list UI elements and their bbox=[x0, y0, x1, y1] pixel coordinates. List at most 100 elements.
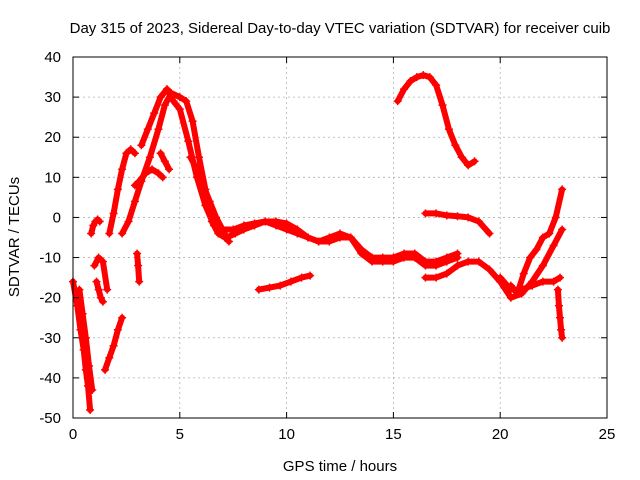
data-point bbox=[451, 141, 460, 150]
data-point bbox=[549, 241, 558, 250]
data-point bbox=[135, 177, 144, 186]
data-point bbox=[528, 281, 537, 290]
data-point bbox=[103, 285, 112, 294]
data-point bbox=[105, 229, 114, 238]
x-tick-label: 20 bbox=[492, 426, 509, 443]
data-point bbox=[98, 297, 107, 306]
data-point bbox=[94, 253, 103, 262]
data-point bbox=[209, 221, 218, 230]
data-point bbox=[442, 269, 451, 278]
data-point bbox=[282, 219, 291, 228]
data-point bbox=[160, 101, 169, 110]
data-point bbox=[400, 253, 409, 262]
data-point bbox=[538, 277, 547, 286]
data-point bbox=[122, 149, 131, 158]
data-point bbox=[137, 141, 146, 150]
data-point bbox=[519, 269, 528, 278]
y-tick-label: 40 bbox=[44, 49, 61, 66]
x-tick-label: 0 bbox=[69, 426, 77, 443]
data-point bbox=[96, 293, 105, 302]
data-point bbox=[485, 265, 494, 274]
data-point bbox=[88, 385, 97, 394]
data-point bbox=[306, 271, 315, 280]
data-point bbox=[145, 153, 154, 162]
data-point bbox=[195, 153, 204, 162]
x-tick-label: 15 bbox=[385, 426, 402, 443]
x-tick-label: 25 bbox=[599, 426, 616, 443]
data-point bbox=[231, 229, 240, 238]
data-point bbox=[464, 213, 473, 222]
data-point bbox=[98, 257, 107, 266]
data-point bbox=[406, 77, 415, 86]
series-layer bbox=[69, 71, 567, 414]
data-point bbox=[81, 333, 90, 342]
series-track-17 bbox=[422, 226, 566, 301]
data-point bbox=[156, 149, 165, 158]
data-point bbox=[457, 153, 466, 162]
y-tick-label: -50 bbox=[39, 410, 61, 427]
data-point bbox=[205, 197, 214, 206]
y-tick-label: -40 bbox=[39, 370, 61, 387]
y-tick-label: 10 bbox=[44, 169, 61, 186]
data-point bbox=[421, 273, 430, 282]
data-point bbox=[133, 249, 142, 258]
data-point bbox=[222, 233, 231, 242]
data-point bbox=[154, 125, 163, 134]
data-point bbox=[126, 145, 135, 154]
data-point bbox=[551, 213, 560, 222]
data-point bbox=[438, 101, 447, 110]
data-point bbox=[184, 137, 193, 146]
x-axis: 0 5 10 15 20 25 bbox=[69, 57, 616, 443]
grid bbox=[73, 57, 607, 418]
data-point bbox=[346, 233, 355, 242]
data-point bbox=[470, 157, 479, 166]
data-point bbox=[293, 225, 302, 234]
data-point bbox=[432, 81, 441, 90]
data-point bbox=[90, 261, 99, 270]
data-point bbox=[410, 253, 419, 262]
data-point bbox=[89, 221, 98, 230]
data-point bbox=[199, 181, 208, 190]
data-point bbox=[86, 405, 95, 414]
data-point bbox=[158, 173, 167, 182]
data-point bbox=[124, 217, 133, 226]
data-point bbox=[101, 365, 110, 374]
series-track-8 bbox=[138, 86, 226, 237]
data-point bbox=[549, 277, 558, 286]
data-point bbox=[393, 97, 402, 106]
data-point bbox=[271, 217, 280, 226]
data-point bbox=[378, 257, 387, 266]
chart-title: Day 315 of 2023, Sidereal Day-to-day VTE… bbox=[70, 20, 611, 37]
data-point bbox=[303, 233, 312, 242]
data-point bbox=[419, 71, 428, 80]
data-point bbox=[113, 325, 122, 334]
data-point bbox=[150, 109, 159, 118]
data-point bbox=[368, 257, 377, 266]
data-point bbox=[357, 249, 366, 258]
data-point bbox=[297, 273, 306, 282]
data-point bbox=[175, 105, 184, 114]
data-point bbox=[556, 273, 565, 282]
data-point bbox=[517, 285, 526, 294]
data-point bbox=[412, 73, 421, 82]
data-point bbox=[92, 277, 101, 286]
data-point bbox=[453, 261, 462, 270]
data-point bbox=[75, 285, 84, 294]
data-point bbox=[442, 211, 451, 220]
data-point bbox=[506, 293, 515, 302]
data-point bbox=[286, 277, 295, 286]
data-point bbox=[389, 257, 398, 266]
data-point bbox=[557, 325, 566, 334]
data-point bbox=[113, 185, 122, 194]
y-axis: -50 -40 -30 -20 -10 0 10 20 30 40 bbox=[39, 49, 607, 427]
data-point bbox=[175, 93, 184, 102]
data-point bbox=[265, 283, 274, 292]
data-point bbox=[95, 217, 104, 226]
data-point bbox=[148, 165, 157, 174]
data-point bbox=[162, 85, 171, 94]
data-point bbox=[526, 253, 535, 262]
data-point bbox=[105, 353, 114, 362]
data-point bbox=[109, 341, 118, 350]
x-tick-label: 10 bbox=[278, 426, 295, 443]
